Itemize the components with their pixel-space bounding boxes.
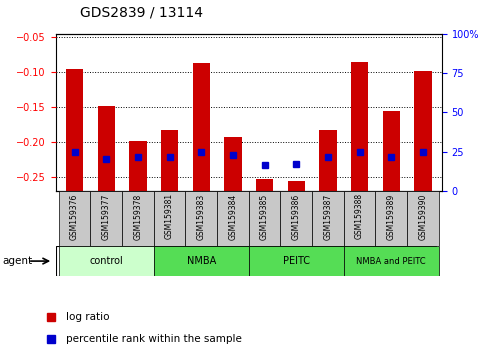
Text: GSM159388: GSM159388 [355, 193, 364, 239]
FancyBboxPatch shape [281, 191, 312, 246]
FancyBboxPatch shape [249, 191, 281, 246]
Text: GSM159389: GSM159389 [387, 193, 396, 240]
Text: GSM159381: GSM159381 [165, 193, 174, 239]
Bar [256, 178, 273, 191]
FancyBboxPatch shape [375, 191, 407, 246]
Text: GSM159384: GSM159384 [228, 193, 238, 240]
Text: GSM159378: GSM159378 [133, 193, 142, 240]
FancyBboxPatch shape [217, 191, 249, 246]
Text: NMBA: NMBA [186, 256, 216, 266]
Bar [287, 181, 305, 191]
Bar [193, 63, 210, 191]
Text: NMBA and PEITC: NMBA and PEITC [356, 257, 426, 266]
FancyBboxPatch shape [185, 191, 217, 246]
FancyBboxPatch shape [90, 191, 122, 246]
FancyBboxPatch shape [312, 191, 344, 246]
Text: percentile rank within the sample: percentile rank within the sample [66, 334, 242, 344]
FancyBboxPatch shape [249, 246, 344, 276]
Text: log ratio: log ratio [66, 312, 110, 322]
Text: control: control [89, 256, 123, 266]
Bar [66, 69, 83, 191]
Text: GSM159383: GSM159383 [197, 193, 206, 240]
FancyBboxPatch shape [59, 246, 154, 276]
FancyBboxPatch shape [407, 191, 439, 246]
FancyBboxPatch shape [154, 246, 249, 276]
Bar [224, 137, 242, 191]
Text: GSM159386: GSM159386 [292, 193, 301, 240]
FancyBboxPatch shape [122, 191, 154, 246]
Text: GDS2839 / 13114: GDS2839 / 13114 [80, 5, 203, 19]
FancyBboxPatch shape [344, 191, 375, 246]
Text: GSM159376: GSM159376 [70, 193, 79, 240]
Bar [351, 62, 369, 191]
Text: GSM159377: GSM159377 [102, 193, 111, 240]
Text: PEITC: PEITC [283, 256, 310, 266]
Bar [414, 71, 432, 191]
Text: GSM159387: GSM159387 [324, 193, 332, 240]
FancyBboxPatch shape [344, 246, 439, 276]
Bar [161, 130, 178, 191]
Text: GSM159385: GSM159385 [260, 193, 269, 240]
Bar [129, 141, 147, 191]
FancyBboxPatch shape [154, 191, 185, 246]
Text: GSM159390: GSM159390 [418, 193, 427, 240]
Bar [319, 130, 337, 191]
Text: agent: agent [2, 256, 32, 266]
FancyBboxPatch shape [59, 191, 90, 246]
Bar [383, 111, 400, 191]
Bar [98, 106, 115, 191]
